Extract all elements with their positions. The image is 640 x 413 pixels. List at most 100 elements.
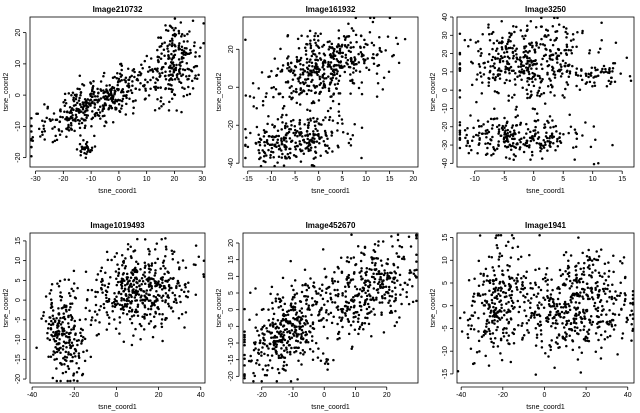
data-point [598,47,602,50]
data-point [349,299,353,302]
data-point [574,322,578,325]
data-point [40,130,44,134]
data-point [100,277,104,281]
data-point [174,33,178,37]
data-point [376,282,380,286]
data-point [413,269,416,272]
data-point [319,293,322,297]
data-point [97,99,101,102]
data-point [105,250,109,254]
data-point [584,121,587,124]
data-point [127,286,131,289]
data-point [587,339,591,343]
data-point [594,286,597,290]
data-point [552,125,555,129]
data-point [549,90,552,94]
data-point [533,107,537,111]
data-point [533,48,536,51]
data-point [164,62,167,65]
data-point [384,285,388,288]
data-point [316,129,319,133]
data-point [524,34,527,38]
y-tick-label: -15 [442,369,449,379]
data-point [509,46,512,50]
data-point [48,316,52,319]
data-point [533,51,537,54]
data-point [153,279,157,283]
y-tick-label: -10 [442,103,449,113]
data-point [98,105,102,108]
data-point [335,72,339,75]
data-point [542,91,546,95]
x-tick-label: 10 [362,176,370,183]
data-point [77,352,81,355]
data-point [165,316,168,320]
data-point [600,39,603,42]
data-point [329,292,332,295]
data-point [104,293,108,297]
data-point [576,358,580,361]
data-point [337,37,341,40]
data-point [148,312,152,316]
data-point [119,307,123,311]
data-point [40,317,43,320]
data-point [90,125,93,128]
data-point [306,70,309,74]
data-point [487,81,491,84]
data-point [102,302,106,306]
data-point [317,347,320,350]
data-point [283,302,287,306]
data-point [324,133,328,137]
data-point [556,309,560,313]
data-point [485,135,488,139]
data-point [30,154,33,158]
data-point [140,277,144,280]
data-point [59,298,63,302]
data-point [288,331,292,335]
data-point [160,296,163,299]
data-point [164,300,167,304]
data-point [290,124,293,127]
data-point [480,301,484,305]
data-point [580,78,584,82]
data-point [182,56,185,60]
data-point [133,75,136,79]
data-point [597,338,600,342]
data-point [519,62,523,66]
data-point [347,141,351,145]
data-point [513,306,516,309]
data-point [505,78,508,82]
data-point [400,257,404,261]
data-point [400,245,404,249]
data-point [276,129,280,133]
data-point [261,346,264,349]
data-point [581,280,585,284]
data-point [66,379,69,383]
data-point [307,306,310,310]
data-point [525,122,528,126]
data-point [558,136,561,139]
data-point [295,325,298,328]
data-point [61,115,64,119]
data-point [306,137,309,141]
data-point [370,256,373,259]
data-point [299,62,302,66]
x-tick-label: -20 [58,176,68,183]
data-point [151,335,155,339]
data-point [288,95,291,99]
data-point [540,63,543,66]
data-point [319,90,322,94]
data-point [594,269,597,272]
data-point [163,41,166,44]
data-point [629,301,632,305]
data-point [49,298,53,301]
data-point [94,303,98,307]
data-point [574,73,578,76]
data-point [302,353,305,356]
data-point [597,294,600,297]
data-point [159,57,163,60]
data-point [411,300,415,304]
data-point [55,316,58,320]
data-point [322,52,326,56]
data-point [80,342,83,345]
